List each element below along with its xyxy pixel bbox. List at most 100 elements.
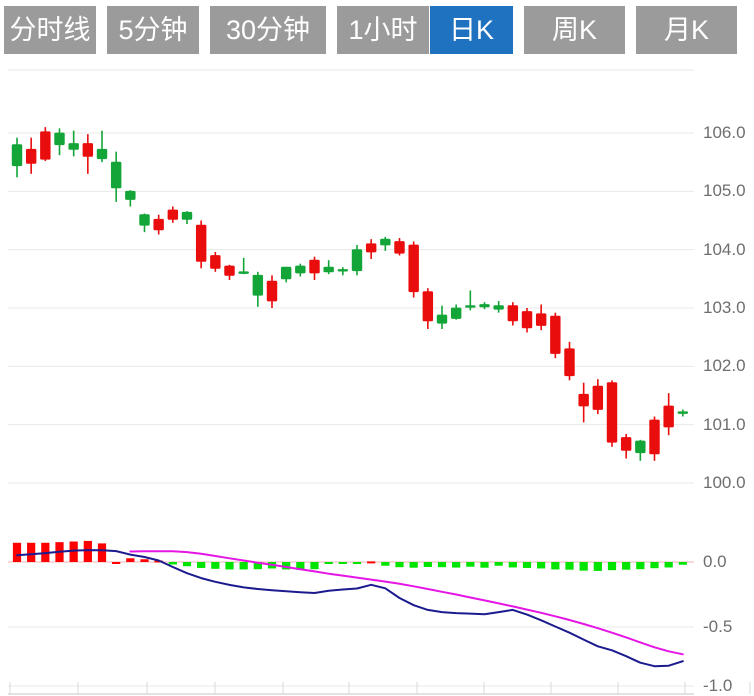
candle-body [181, 211, 193, 220]
candle-body [309, 259, 320, 274]
candle-body [54, 132, 65, 146]
candle-body [422, 291, 434, 322]
macd-bar [537, 562, 546, 569]
candle-body [323, 266, 334, 273]
tab-label: 30分钟 [225, 14, 311, 45]
candle-body [620, 437, 632, 451]
tab-label: 5分钟 [118, 14, 188, 45]
macd-bar [324, 562, 333, 564]
macd-bar [381, 562, 390, 566]
macd-bar [211, 562, 220, 569]
chart-area [0, 60, 754, 696]
macd-bar [607, 562, 617, 571]
candle-body [295, 265, 306, 274]
candle-body [11, 144, 23, 167]
macd-bar [452, 562, 461, 568]
macd-axis-label: -0.5 [703, 617, 733, 636]
tab-1[interactable]: 5分钟 [107, 6, 199, 54]
macd-bar [182, 562, 192, 567]
candle-body [40, 131, 51, 160]
tab-2[interactable]: 30分钟 [210, 6, 326, 54]
macd-bar [551, 562, 560, 570]
macd-bar [636, 562, 645, 570]
candle-body [493, 305, 504, 310]
candle-body [635, 440, 646, 454]
macd-bar [593, 562, 602, 571]
tab-5[interactable]: 周K [524, 6, 625, 54]
candle-body [578, 393, 589, 407]
macd-bar [69, 541, 78, 562]
price-axis-label: 106.0 [703, 123, 746, 142]
macd-bar [296, 562, 305, 570]
macd-bar [664, 562, 673, 568]
macd-bar [338, 562, 347, 564]
tab-4[interactable]: 日K [430, 6, 513, 54]
macd-bar [622, 562, 631, 570]
macd-bar [197, 562, 206, 568]
macd-bar [423, 562, 432, 567]
candle-body [125, 190, 136, 200]
candle-body [564, 348, 575, 377]
candle-body [139, 214, 150, 226]
chart-svg [8, 69, 751, 695]
candle-body [153, 218, 164, 231]
candle-body [68, 143, 79, 150]
macd-axis-label: 0.0 [703, 552, 727, 571]
candle-body [365, 243, 377, 253]
candle-body [408, 244, 419, 293]
price-axis-label: 100.0 [703, 473, 746, 492]
macd-bar [480, 562, 489, 568]
price-axis-label: 102.0 [703, 356, 746, 376]
macd-bar [140, 559, 149, 562]
candle-body [450, 307, 462, 319]
candle-body [479, 304, 490, 308]
price-axis-label: 103.0 [703, 298, 746, 317]
macd-bar [650, 562, 659, 569]
tab-label: 1小时 [348, 14, 418, 45]
candle-body [195, 224, 207, 262]
macd-bar [352, 562, 362, 564]
candle-series [11, 127, 689, 461]
macd-bar [367, 561, 376, 564]
macd-bar [579, 562, 588, 571]
macd-bar [466, 562, 475, 567]
macd-bar [83, 540, 92, 562]
candle-body [521, 311, 533, 329]
macd-bar [27, 542, 36, 562]
macd-bar [12, 542, 22, 562]
candle-body [82, 143, 94, 157]
candle-body [96, 148, 108, 160]
macd-bar [97, 543, 107, 562]
candle-body [465, 305, 476, 308]
candle-body [592, 385, 604, 410]
price-axis-label: 105.0 [703, 181, 746, 201]
macd-dif-line [16, 549, 684, 668]
candle-body [380, 238, 391, 246]
candle-body [677, 411, 689, 414]
candle-body [606, 382, 618, 443]
candle-body [535, 313, 547, 326]
timeframe-tabbar: 分时线 5分钟 30分钟 1小时 日K 周K 月K [0, 0, 754, 60]
macd-dea-line [129, 550, 684, 656]
candle-body [238, 271, 249, 274]
macd-bar [112, 562, 121, 564]
price-axis-label: 101.0 [703, 414, 746, 434]
candle-body [351, 249, 363, 272]
macd-bar [253, 562, 262, 570]
macd-bar [565, 562, 574, 570]
candle-body [280, 266, 292, 280]
candle-body [110, 161, 122, 189]
candle-body [337, 269, 349, 272]
macd-bar [508, 562, 517, 568]
price-axis-label: 104.0 [703, 239, 746, 259]
macd-bar [168, 562, 177, 565]
candle-body [252, 274, 264, 296]
tab-6[interactable]: 月K [636, 6, 737, 54]
tab-0[interactable]: 分时线 [4, 6, 96, 54]
tab-label: 周K [551, 14, 597, 45]
tab-label: 月K [663, 14, 709, 45]
candle-body [507, 305, 519, 322]
macd-bar [522, 562, 532, 568]
tab-3[interactable]: 1小时 [337, 6, 429, 54]
tab-label: 分时线 [9, 14, 91, 45]
